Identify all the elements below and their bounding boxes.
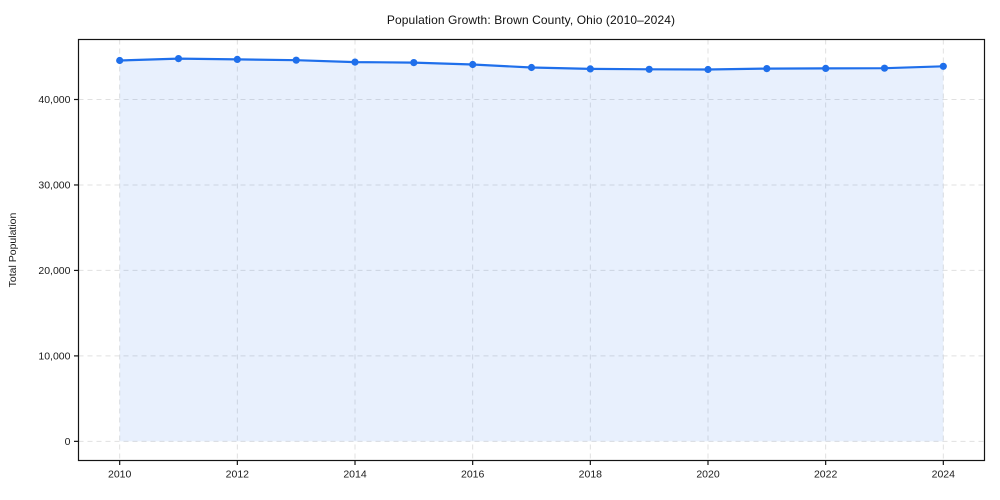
data-point-marker (116, 56, 124, 65)
data-point-marker (586, 65, 594, 73)
y-tick-label: 20,000 (38, 265, 70, 277)
x-tick-label: 2010 (108, 469, 132, 481)
data-point-marker (645, 65, 653, 73)
x-tick-label: 2020 (696, 469, 720, 481)
data-point-marker (292, 56, 300, 64)
y-tick-label: 30,000 (38, 180, 70, 192)
x-tick-label: 2014 (343, 469, 367, 481)
x-tick-label: 2022 (814, 469, 838, 481)
data-point-marker (939, 62, 947, 70)
y-tick-label: 10,000 (38, 350, 70, 362)
plot-border (77, 38, 986, 462)
data-point-marker (351, 58, 359, 66)
data-point-marker (704, 65, 712, 74)
x-tick-label: 2012 (226, 469, 250, 481)
data-point-marker (763, 65, 771, 73)
data-point-marker (174, 55, 183, 63)
y-tick-label: 0 (65, 436, 71, 448)
data-point-marker (233, 55, 241, 64)
data-point-marker (880, 64, 889, 72)
data-point-marker (527, 63, 536, 72)
chart-title: Population Growth: Brown County, Ohio (2… (386, 13, 676, 27)
x-tick-label: 2016 (461, 469, 485, 481)
data-point-marker (469, 60, 477, 69)
x-tick-label: 2018 (579, 469, 603, 481)
x-tick-label: 2024 (932, 469, 956, 481)
data-point-marker (410, 59, 418, 67)
data-point-marker (822, 64, 830, 72)
area-fill (119, 58, 944, 442)
y-tick-label: 40,000 (38, 94, 70, 106)
